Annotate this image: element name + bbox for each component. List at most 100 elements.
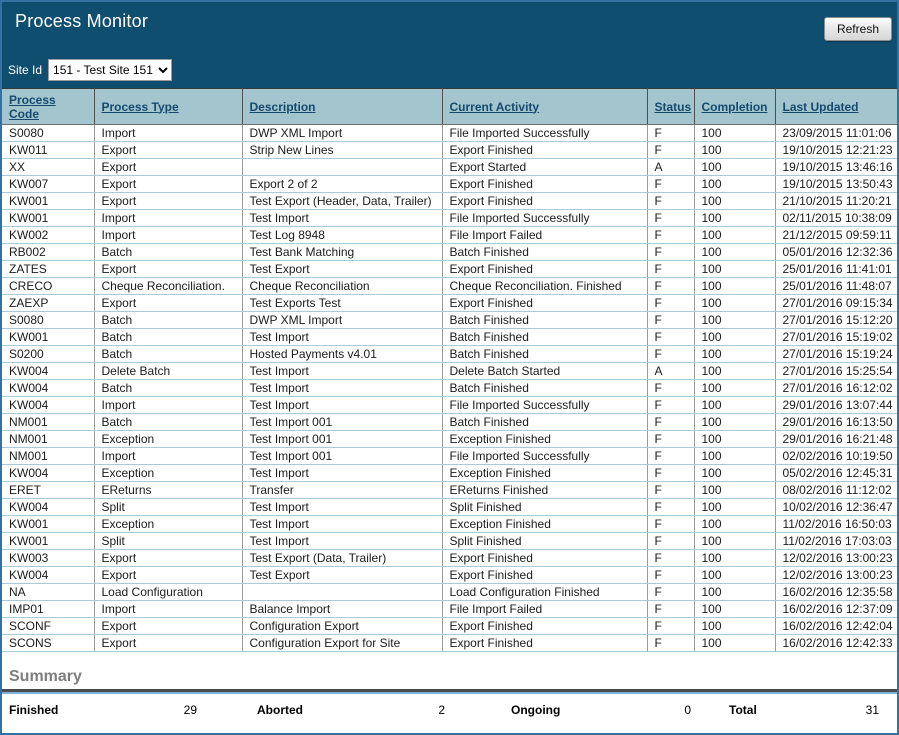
table-row: S0080 Batch DWP XML Import Batch Finished F 1… xyxy=(2,311,897,329)
cell-completion: 100 xyxy=(694,566,776,584)
cell-process-type: Import xyxy=(94,124,243,142)
cell-process-code: KW003 xyxy=(2,549,95,567)
cell-last-updated: 02/02/2016 10:19:50 xyxy=(775,447,897,465)
column-header-process-type[interactable]: Process Type xyxy=(94,88,243,125)
cell-current-activity: Export Finished xyxy=(442,175,648,193)
table-row: KW004 Batch Test Import Batch Finished F 100 2… xyxy=(2,379,897,397)
cell-process-type: Export xyxy=(94,617,243,635)
cell-description: Test Import xyxy=(242,396,443,414)
cell-description: Test Import xyxy=(242,379,443,397)
table-row: NM001 Exception Test Import 001 Exception F… xyxy=(2,430,897,448)
cell-status: F xyxy=(647,481,695,499)
cell-status: F xyxy=(647,532,695,550)
cell-description: DWP XML Import xyxy=(242,311,443,329)
cell-completion: 100 xyxy=(694,532,776,550)
column-header-current-activity[interactable]: Current Activity xyxy=(442,88,648,125)
cell-description: Test Import 001 xyxy=(242,430,443,448)
site-id-filter: Site Id 151 - Test Site 151 xyxy=(8,59,173,81)
column-header-status[interactable]: Status xyxy=(647,88,695,125)
cell-last-updated: 19/10/2015 13:50:43 xyxy=(775,175,897,193)
cell-current-activity: Split Finished xyxy=(442,532,648,550)
table-row: KW004 Delete Batch Test Import Delete Batch… xyxy=(2,362,897,380)
summary-label: Ongoing xyxy=(511,703,561,717)
table-row: KW004 Split Test Import Split Finished F 100 1… xyxy=(2,498,897,516)
cell-status: F xyxy=(647,209,695,227)
cell-description: Hosted Payments v4.01 xyxy=(242,345,443,363)
column-header-last-updated[interactable]: Last Updated xyxy=(775,88,897,125)
table-row: XX Export Export Started A 100 19/10/2015 13:… xyxy=(2,158,897,176)
cell-last-updated: 27/01/2016 15:19:24 xyxy=(775,345,897,363)
cell-process-type: Import xyxy=(94,226,243,244)
summary-label: Aborted xyxy=(257,703,303,717)
table-row: NM001 Batch Test Import 001 Batch Finished F… xyxy=(2,413,897,431)
cell-description: Test Export xyxy=(242,260,443,278)
cell-status: F xyxy=(647,226,695,244)
column-header-process-code[interactable]: Process Code xyxy=(2,88,95,125)
refresh-button[interactable]: Refresh xyxy=(823,17,892,41)
cell-current-activity: File Imported Successfully xyxy=(442,209,648,227)
cell-status: F xyxy=(647,549,695,567)
table-header: Process Code Process Type Description Curre… xyxy=(2,88,897,125)
cell-description: Cheque Reconciliation xyxy=(242,277,443,295)
cell-status: F xyxy=(647,379,695,397)
cell-current-activity: Export Finished xyxy=(442,294,648,312)
cell-description xyxy=(242,583,443,601)
summary-row: Finished 29 Aborted 2 Ongoing 0 Total 31 xyxy=(2,694,897,717)
cell-last-updated: 25/01/2016 11:48:07 xyxy=(775,277,897,295)
cell-process-type: Export xyxy=(94,294,243,312)
cell-completion: 100 xyxy=(694,328,776,346)
cell-current-activity: Cheque Reconciliation. Finished xyxy=(442,277,648,295)
cell-current-activity: Batch Finished xyxy=(442,243,648,261)
cell-completion: 100 xyxy=(694,175,776,193)
cell-status: A xyxy=(647,362,695,380)
cell-process-type: Export xyxy=(94,634,243,652)
cell-completion: 100 xyxy=(694,481,776,499)
cell-current-activity: File Imported Successfully xyxy=(442,396,648,414)
cell-description: DWP XML Import xyxy=(242,124,443,142)
cell-completion: 100 xyxy=(694,498,776,516)
cell-current-activity: Exception Finished xyxy=(442,515,648,533)
cell-status: F xyxy=(647,566,695,584)
cell-last-updated: 16/02/2016 12:42:04 xyxy=(775,617,897,635)
cell-last-updated: 10/02/2016 12:36:47 xyxy=(775,498,897,516)
cell-completion: 100 xyxy=(694,277,776,295)
cell-process-type: Export xyxy=(94,260,243,278)
cell-last-updated: 02/11/2015 10:38:09 xyxy=(775,209,897,227)
summary-item-finished: Finished 29 xyxy=(9,703,197,717)
cell-current-activity: File Imported Successfully xyxy=(442,447,648,465)
site-id-select[interactable]: 151 - Test Site 151 xyxy=(48,59,173,81)
cell-process-type: Exception xyxy=(94,464,243,482)
summary-divider xyxy=(2,692,897,694)
cell-description: Transfer xyxy=(242,481,443,499)
cell-completion: 100 xyxy=(694,124,776,142)
site-id-label: Site Id xyxy=(8,63,43,77)
table-row: KW001 Batch Test Import Batch Finished F 100 2… xyxy=(2,328,897,346)
cell-description: Test Import xyxy=(242,362,443,380)
cell-last-updated: 23/09/2015 11:01:06 xyxy=(775,124,897,142)
cell-description: Test Import 001 xyxy=(242,447,443,465)
table-row: NA Load Configuration Load Configuration F… xyxy=(2,583,897,601)
cell-completion: 100 xyxy=(694,634,776,652)
cell-process-type: Split xyxy=(94,498,243,516)
cell-last-updated: 29/01/2016 16:21:48 xyxy=(775,430,897,448)
cell-status: A xyxy=(647,158,695,176)
table-row: KW001 Split Test Import Split Finished F 100 1… xyxy=(2,532,897,550)
cell-status: F xyxy=(647,311,695,329)
cell-last-updated: 27/01/2016 15:12:20 xyxy=(775,311,897,329)
cell-completion: 100 xyxy=(694,158,776,176)
cell-last-updated: 08/02/2016 11:12:02 xyxy=(775,481,897,499)
cell-process-code: SCONS xyxy=(2,634,95,652)
cell-description: Test Import xyxy=(242,515,443,533)
table-row: KW001 Export Test Export (Header, Data, Tr… xyxy=(2,192,897,210)
column-header-completion[interactable]: Completion xyxy=(694,88,776,125)
cell-process-code: KW001 xyxy=(2,192,95,210)
cell-last-updated: 16/02/2016 12:35:58 xyxy=(775,583,897,601)
table-row: NM001 Import Test Import 001 File Imported … xyxy=(2,447,897,465)
column-header-description[interactable]: Description xyxy=(242,88,443,125)
cell-description: Test Import xyxy=(242,328,443,346)
cell-process-code: NM001 xyxy=(2,413,95,431)
cell-completion: 100 xyxy=(694,141,776,159)
cell-status: F xyxy=(647,260,695,278)
cell-process-code: KW002 xyxy=(2,226,95,244)
cell-last-updated: 11/02/2016 17:03:03 xyxy=(775,532,897,550)
